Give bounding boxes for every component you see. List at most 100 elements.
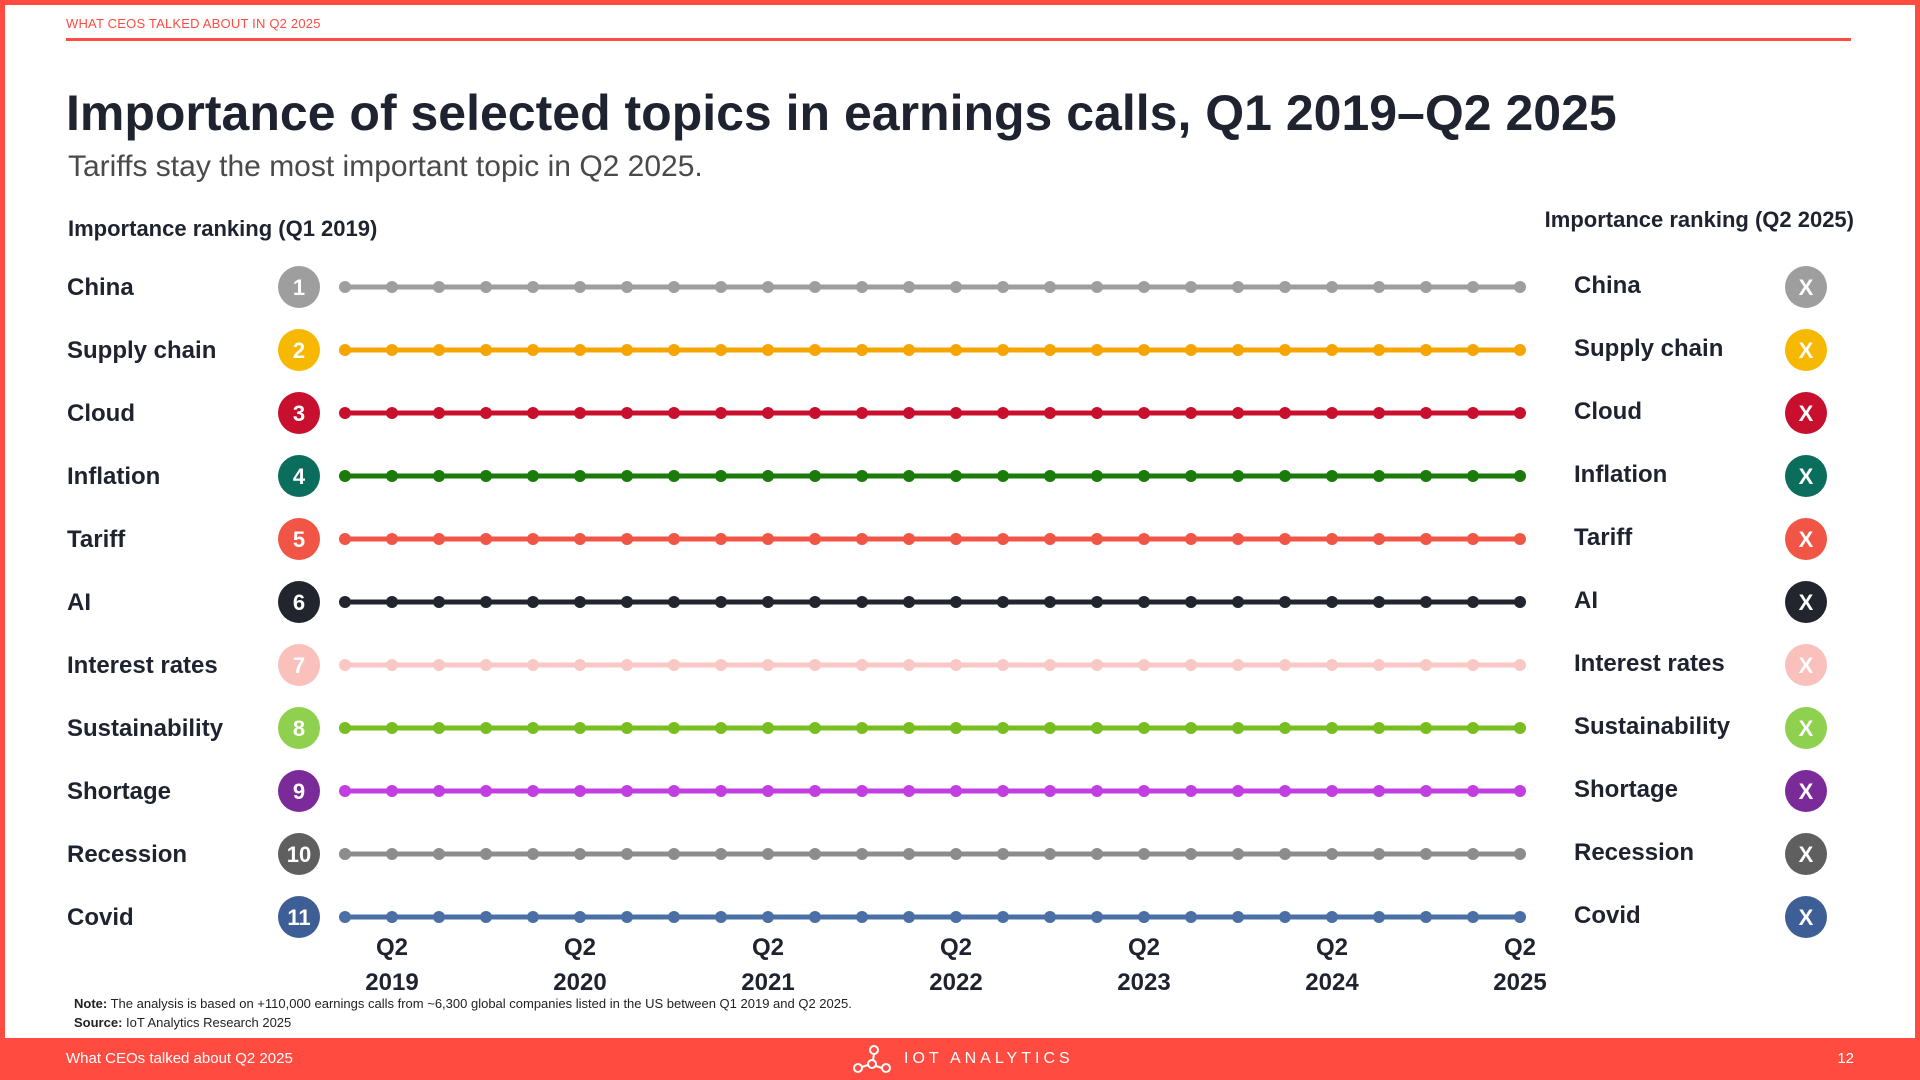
rank-badge-right-text-china: X (1799, 275, 1814, 300)
data-point-inflation-8 (668, 470, 680, 482)
data-point-interest-rates-12 (856, 659, 868, 671)
data-point-supply-chain-20 (1232, 344, 1244, 356)
data-point-interest-rates-21 (1279, 659, 1291, 671)
data-point-tariff-7 (621, 533, 633, 545)
rank-badge-left-recession (278, 833, 320, 875)
series-label-right-ai: AI (1574, 587, 1598, 614)
data-point-supply-chain-25 (1467, 344, 1479, 356)
data-point-cloud-14 (950, 407, 962, 419)
data-point-sustainability-15 (997, 722, 1009, 734)
data-point-ai-19 (1185, 596, 1197, 608)
rank-badge-right-recession (1785, 833, 1827, 875)
data-point-ai-6 (574, 596, 586, 608)
data-point-china-11 (809, 281, 821, 293)
data-point-tariff-5 (527, 533, 539, 545)
rank-badge-left-text-ai: 6 (293, 590, 305, 615)
data-point-recession-5 (527, 848, 539, 860)
data-point-china-19 (1185, 281, 1197, 293)
data-point-supply-chain-17 (1091, 344, 1103, 356)
rank-badge-left-ai (278, 581, 320, 623)
data-point-china-23 (1373, 281, 1385, 293)
data-point-sustainability-25 (1467, 722, 1479, 734)
data-point-covid-20 (1232, 911, 1244, 923)
data-point-tariff-25 (1467, 533, 1479, 545)
data-point-recession-26 (1514, 848, 1526, 860)
data-point-interest-rates-4 (480, 659, 492, 671)
data-point-inflation-23 (1373, 470, 1385, 482)
data-point-supply-chain-19 (1185, 344, 1197, 356)
data-point-inflation-2 (386, 470, 398, 482)
data-point-sustainability-26 (1514, 722, 1526, 734)
series-label-right-cloud: Cloud (1574, 398, 1642, 425)
series-label-left-recession: Recession (67, 841, 187, 868)
data-point-sustainability-7 (621, 722, 633, 734)
data-point-sustainability-18 (1138, 722, 1150, 734)
series-label-left-supply-chain: Supply chain (67, 337, 216, 364)
x-tick-quarter-2024: Q2 (1316, 934, 1348, 961)
data-point-china-2 (386, 281, 398, 293)
data-point-recession-21 (1279, 848, 1291, 860)
data-point-covid-8 (668, 911, 680, 923)
rank-badge-left-china (278, 266, 320, 308)
data-point-inflation-15 (997, 470, 1009, 482)
rank-badge-left-text-interest-rates: 7 (293, 653, 305, 678)
data-point-tariff-2 (386, 533, 398, 545)
data-point-cloud-13 (903, 407, 915, 419)
data-point-recession-25 (1467, 848, 1479, 860)
data-point-interest-rates-6 (574, 659, 586, 671)
data-point-ai-8 (668, 596, 680, 608)
right-ranking-heading: Importance ranking (Q2 2025) (1544, 207, 1854, 232)
data-point-cloud-25 (1467, 407, 1479, 419)
rank-badge-right-text-sustainability: X (1799, 716, 1814, 741)
data-point-shortage-25 (1467, 785, 1479, 797)
rank-badge-right-cloud (1785, 392, 1827, 434)
data-point-sustainability-10 (762, 722, 774, 734)
data-point-inflation-22 (1326, 470, 1338, 482)
data-point-supply-chain-7 (621, 344, 633, 356)
data-point-tariff-10 (762, 533, 774, 545)
data-point-interest-rates-17 (1091, 659, 1103, 671)
data-point-shortage-3 (433, 785, 445, 797)
rank-badge-right-text-cloud: X (1799, 401, 1814, 426)
rank-badge-right-text-interest-rates: X (1799, 653, 1814, 678)
data-point-shortage-17 (1091, 785, 1103, 797)
data-point-cloud-4 (480, 407, 492, 419)
data-point-tariff-15 (997, 533, 1009, 545)
data-point-china-24 (1420, 281, 1432, 293)
data-point-ai-22 (1326, 596, 1338, 608)
data-point-covid-2 (386, 911, 398, 923)
data-point-shortage-13 (903, 785, 915, 797)
data-point-interest-rates-2 (386, 659, 398, 671)
data-point-shortage-26 (1514, 785, 1526, 797)
data-point-china-25 (1467, 281, 1479, 293)
rank-badge-right-text-ai: X (1799, 590, 1814, 615)
data-point-sustainability-4 (480, 722, 492, 734)
data-point-cloud-9 (715, 407, 727, 419)
data-point-shortage-23 (1373, 785, 1385, 797)
data-point-covid-23 (1373, 911, 1385, 923)
data-point-tariff-22 (1326, 533, 1338, 545)
data-point-sustainability-17 (1091, 722, 1103, 734)
data-point-recession-13 (903, 848, 915, 860)
data-point-ai-9 (715, 596, 727, 608)
data-point-cloud-23 (1373, 407, 1385, 419)
rank-badge-left-text-supply-chain: 2 (293, 338, 305, 363)
rank-badge-right-text-tariff: X (1799, 527, 1814, 552)
data-point-covid-14 (950, 911, 962, 923)
rank-badge-right-text-shortage: X (1799, 779, 1814, 804)
data-point-inflation-25 (1467, 470, 1479, 482)
data-point-supply-chain-18 (1138, 344, 1150, 356)
series-label-left-ai: AI (67, 589, 91, 616)
data-point-shortage-5 (527, 785, 539, 797)
data-point-cloud-3 (433, 407, 445, 419)
data-point-recession-3 (433, 848, 445, 860)
data-point-shortage-20 (1232, 785, 1244, 797)
data-point-shortage-18 (1138, 785, 1150, 797)
rank-badge-right-text-supply-chain: X (1799, 338, 1814, 363)
data-point-ai-13 (903, 596, 915, 608)
data-point-shortage-19 (1185, 785, 1197, 797)
data-point-tariff-1 (339, 533, 351, 545)
data-point-cloud-26 (1514, 407, 1526, 419)
data-point-recession-6 (574, 848, 586, 860)
